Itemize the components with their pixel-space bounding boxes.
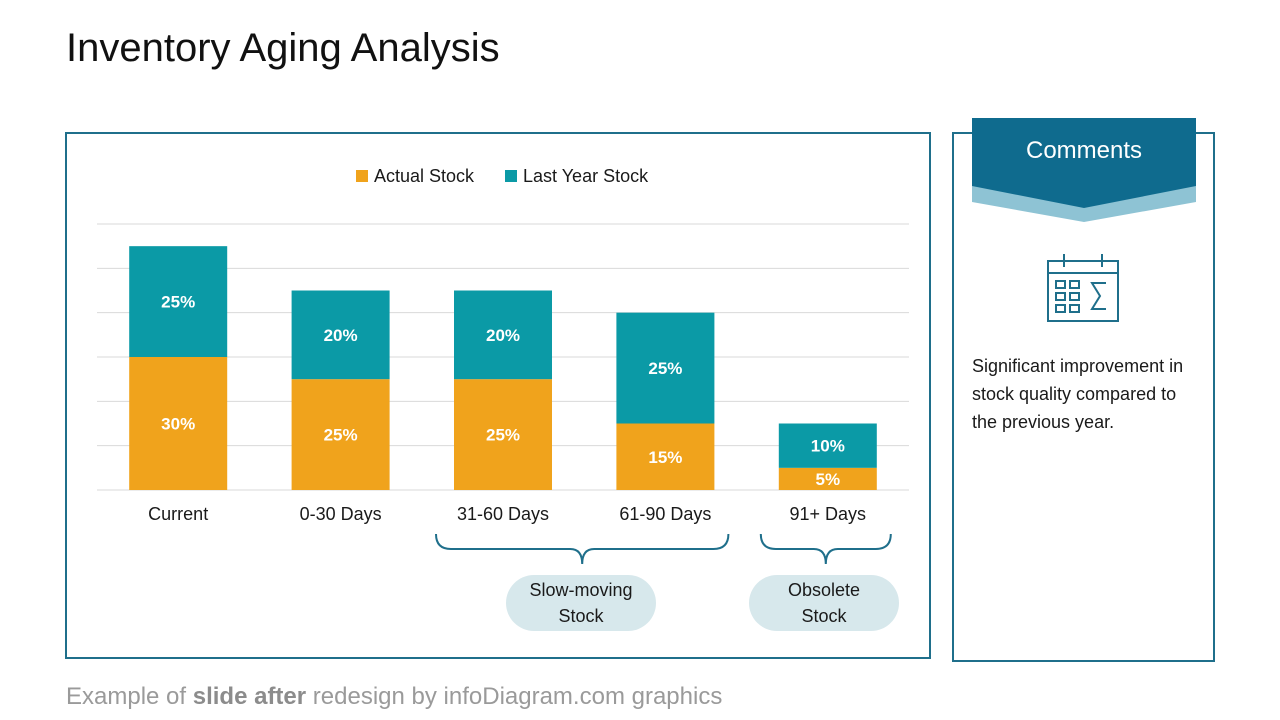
data-label-last-year-4: 10% bbox=[811, 437, 845, 456]
x-tick-label: 61-90 Days bbox=[619, 504, 711, 524]
x-tick-label: 91+ Days bbox=[790, 504, 867, 524]
legend: Actual Stock Last Year Stock bbox=[356, 166, 649, 186]
bar-last-year-0 bbox=[129, 246, 228, 357]
bar-actual-3 bbox=[616, 423, 715, 490]
bar-last-year-2 bbox=[454, 290, 552, 380]
bar-last-year-1 bbox=[291, 290, 390, 380]
bar-actual-2 bbox=[454, 379, 552, 490]
group-label-text: Slow-moving Stock bbox=[529, 580, 633, 626]
comments-header: Comments bbox=[1025, 137, 1143, 164]
data-label-last-year-1: 20% bbox=[324, 326, 358, 345]
bar-actual-1 bbox=[291, 379, 390, 490]
data-label-actual-2: 25% bbox=[486, 426, 520, 445]
data-label-actual-4: 5% bbox=[816, 470, 841, 489]
x-axis-labels: Current 0-30 Days 31-60 Days 61-90 Days 91+ … bbox=[148, 504, 866, 524]
stacked-bar-chart: Actual Stock Last Year Stock 30% 25% 25% 20%… bbox=[97, 166, 909, 565]
legend-label: Actual Stock bbox=[374, 166, 475, 186]
chart-panel: Actual Stock Last Year Stock 30% 25% 25% 20%… bbox=[65, 132, 931, 659]
x-tick-label: 0-30 Days bbox=[300, 504, 382, 524]
bar-actual-4 bbox=[778, 467, 877, 490]
footer-credit: Example of slide after redesign by infoD… bbox=[66, 683, 722, 711]
data-label-last-year-2: 20% bbox=[486, 326, 520, 345]
group-braces bbox=[435, 533, 892, 565]
data-label-last-year-0: 25% bbox=[161, 293, 195, 312]
page-title: Inventory Aging Analysis bbox=[66, 26, 500, 70]
bar-last-year-3 bbox=[616, 312, 715, 424]
footer-bold: slide after bbox=[192, 683, 307, 710]
legend-swatch bbox=[356, 170, 368, 182]
bar-last-year-4 bbox=[778, 423, 877, 468]
calendar-sum-icon bbox=[1047, 254, 1119, 322]
footer-suffix: redesign by infoDiagram.com graphics bbox=[306, 683, 723, 710]
legend-label: Last Year Stock bbox=[523, 166, 649, 186]
group-label-slow-moving: Slow-moving Stock bbox=[506, 575, 656, 631]
x-tick-label: Current bbox=[148, 504, 208, 524]
legend-swatch bbox=[505, 170, 517, 182]
footer-prefix: Example of bbox=[66, 683, 193, 710]
group-brace bbox=[435, 533, 730, 565]
data-label-actual-3: 15% bbox=[648, 448, 682, 467]
bar-actual-0 bbox=[129, 357, 228, 490]
group-brace bbox=[759, 533, 892, 565]
data-label-last-year-3: 25% bbox=[648, 359, 682, 378]
x-tick-label: 31-60 Days bbox=[457, 504, 549, 524]
comments-ribbon bbox=[972, 118, 1196, 222]
data-label-actual-1: 25% bbox=[324, 426, 358, 445]
bars: 30% 25% 25% 20% 25% 20% 15% 25% 5% 10% bbox=[129, 246, 877, 490]
group-label-text: Obsolete Stock bbox=[787, 580, 861, 626]
comment-text: Significant improvement in stock quality… bbox=[972, 356, 1184, 432]
group-label-obsolete: Obsolete Stock bbox=[749, 575, 899, 631]
data-label-actual-0: 30% bbox=[161, 415, 195, 434]
